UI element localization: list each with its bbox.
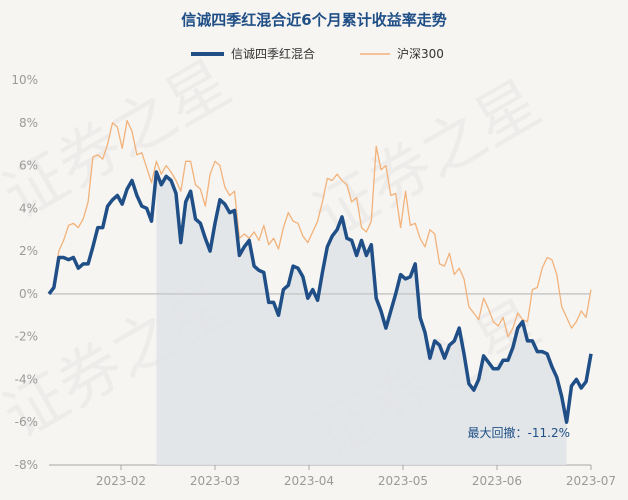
- max-drawdown-annotation: 最大回撤：-11.2%: [468, 425, 570, 440]
- y-tick-label: 6%: [19, 159, 38, 173]
- y-tick-label: -4%: [15, 372, 38, 386]
- y-axis: 10% 8% 6% 4% 2% 0% -2% -4% -6% -8%: [11, 73, 38, 472]
- y-tick-label: 2%: [19, 244, 38, 258]
- y-tick-label: 4%: [19, 201, 38, 215]
- y-tick-label: 8%: [19, 116, 38, 130]
- series-line-fund: [47, 170, 593, 424]
- x-tick-label: 2023-04: [284, 474, 334, 488]
- max-drawdown-area: [156, 172, 567, 465]
- y-tick-label: -8%: [15, 458, 38, 472]
- chart-title: 信诚四季红混合近6个月累计收益率走势: [181, 11, 446, 29]
- x-tick-label: 2023-05: [378, 474, 428, 488]
- legend: 信诚四季红混合 沪深300: [191, 46, 444, 61]
- x-tick-label: 2023-06: [472, 474, 522, 488]
- legend-label-series-2: 沪深300: [397, 47, 444, 61]
- x-tick-label: 2023-02: [96, 474, 146, 488]
- y-tick-label: -6%: [15, 415, 38, 429]
- y-tick-label: 0%: [19, 287, 38, 301]
- series-line-benchmark: [48, 119, 592, 338]
- y-tick-label: -2%: [15, 330, 38, 344]
- y-tick-label: 10%: [11, 73, 38, 87]
- legend-label-series-1: 信诚四季红混合: [231, 46, 315, 61]
- plot-area: [47, 119, 593, 465]
- x-tick-label: 2023-07: [566, 474, 616, 488]
- x-tick-label: 2023-03: [190, 474, 240, 488]
- x-axis: 2023-02 2023-03 2023-04 2023-05 2023-06 2023-…: [49, 464, 616, 488]
